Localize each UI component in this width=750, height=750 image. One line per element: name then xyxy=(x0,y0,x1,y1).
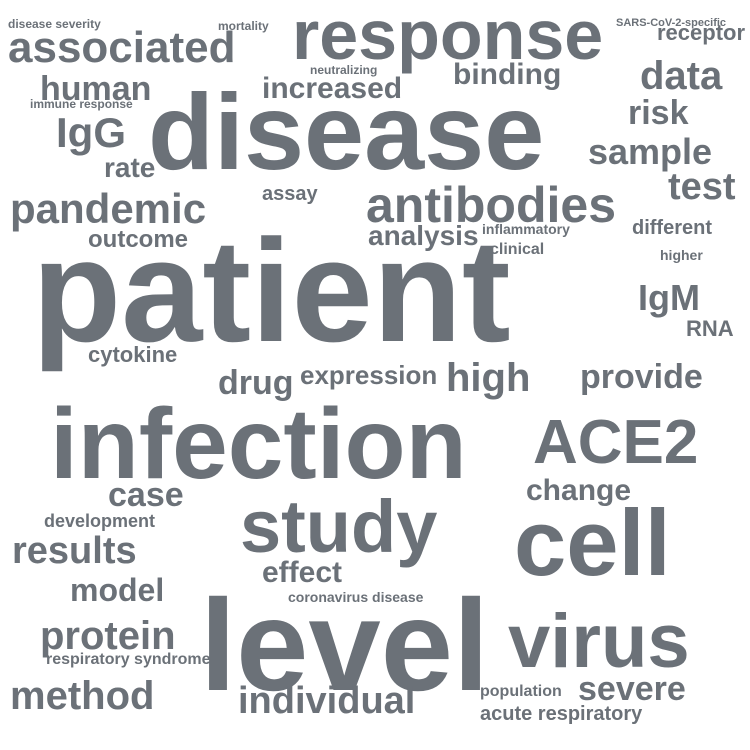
word-inflammatory: inflammatory xyxy=(482,221,570,237)
word-higher: higher xyxy=(660,247,703,263)
word-change: change xyxy=(526,474,632,507)
word-pandemic: pandemic xyxy=(10,185,207,232)
word-study: study xyxy=(240,485,438,568)
word-protein: protein xyxy=(40,614,176,658)
word-high: high xyxy=(446,356,531,400)
word-associated: associated xyxy=(8,23,236,72)
word-response: response xyxy=(292,0,604,74)
word-risk: risk xyxy=(628,94,689,132)
word-population: population xyxy=(480,683,562,700)
word-sars-cov-2-specific: SARS-CoV-2-specific xyxy=(616,17,727,29)
word-individual: individual xyxy=(238,680,416,722)
word-binding: binding xyxy=(453,58,562,91)
word-clinical: clinical xyxy=(490,241,545,258)
word-development: development xyxy=(44,511,156,531)
word-igg: IgG xyxy=(56,109,126,156)
word-results: results xyxy=(12,530,137,572)
word-test: test xyxy=(668,166,736,208)
word-expression: expression xyxy=(300,360,438,390)
word-igm: IgM xyxy=(638,277,700,318)
word-patient: patient xyxy=(32,209,511,372)
word-provide: provide xyxy=(580,358,703,396)
word-sample: sample xyxy=(588,131,713,172)
word-outcome: outcome xyxy=(88,226,189,253)
word-effect: effect xyxy=(262,556,343,589)
word-neutralizing: neutralizing xyxy=(310,63,378,77)
word-level: level xyxy=(200,572,490,718)
word-cell: cell xyxy=(514,490,671,595)
word-cytokine: cytokine xyxy=(88,342,178,367)
word-receptor: receptor xyxy=(657,20,746,45)
word-coronavirus-disease: coronavirus disease xyxy=(288,589,424,605)
word-antibodies: antibodies xyxy=(366,177,617,233)
word-rna: RNA xyxy=(686,316,734,341)
word-analysis: analysis xyxy=(368,220,479,251)
word-increased: increased xyxy=(262,72,403,105)
word-infection: infection xyxy=(50,388,467,500)
word-drug: drug xyxy=(218,364,294,402)
word-different: different xyxy=(632,217,712,239)
word-virus: virus xyxy=(508,599,690,684)
word-rate: rate xyxy=(104,152,156,183)
word-ace2: ACE2 xyxy=(533,408,699,477)
word-model: model xyxy=(70,572,165,608)
word-disease: disease xyxy=(148,71,545,192)
word-data: data xyxy=(640,54,723,98)
word-mortality: mortality xyxy=(218,19,269,33)
word-assay: assay xyxy=(262,183,318,205)
word-immune-response: immune response xyxy=(30,97,133,111)
word-method: method xyxy=(10,674,155,718)
word-case: case xyxy=(108,476,184,514)
word-respiratory-syndrome: respiratory syndrome xyxy=(46,651,211,668)
word-disease-severity: disease severity xyxy=(8,17,101,31)
word-human: human xyxy=(40,70,152,108)
word-severe: severe xyxy=(578,670,686,708)
word-acute-respiratory: acute respiratory xyxy=(480,703,643,725)
